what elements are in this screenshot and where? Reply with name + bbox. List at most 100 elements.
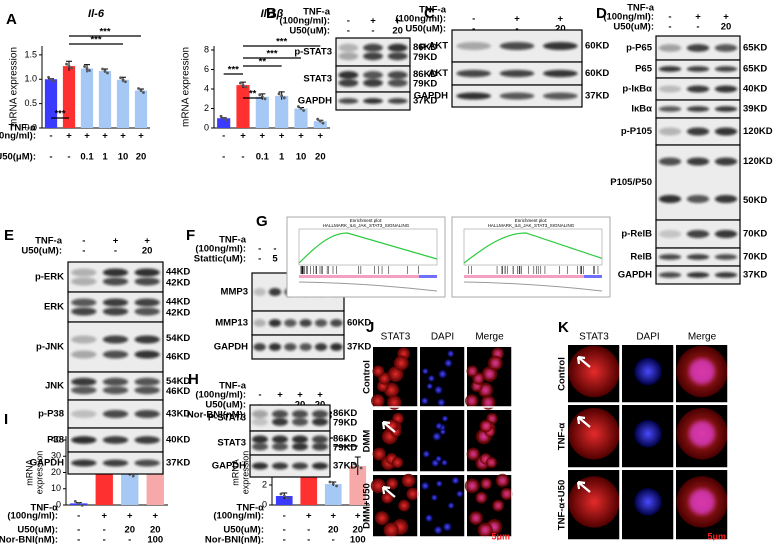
kd-label: 60KD xyxy=(347,318,371,329)
blot-band xyxy=(456,42,491,50)
label: DAPI xyxy=(431,332,454,343)
cell xyxy=(381,491,394,504)
y-tick-label: 0 xyxy=(262,499,267,509)
gsea-frame xyxy=(286,216,446,298)
label: 10 xyxy=(118,152,129,163)
blot-band xyxy=(387,52,408,61)
blot-row xyxy=(67,291,164,323)
blot-band xyxy=(102,410,129,418)
kd-label: 120KD xyxy=(743,156,773,167)
data-dot xyxy=(258,93,262,97)
cell xyxy=(372,365,385,378)
bar xyxy=(349,466,367,505)
label: 20 xyxy=(721,22,732,33)
label: - xyxy=(67,152,70,163)
data-dot xyxy=(282,96,286,100)
label: 100 xyxy=(147,535,163,544)
data-dot xyxy=(219,114,223,118)
blot-band xyxy=(272,417,288,426)
blot-band xyxy=(102,350,129,359)
label: U50(uM): xyxy=(17,525,58,536)
blot-band xyxy=(134,410,160,418)
nucleus xyxy=(441,459,448,466)
bar xyxy=(275,496,293,505)
kd-label: 65KD xyxy=(743,43,767,54)
nucleus xyxy=(469,368,476,375)
label: - xyxy=(222,152,225,163)
data-dot xyxy=(67,64,71,68)
nucleus xyxy=(468,397,476,405)
bar xyxy=(324,484,342,505)
label: + xyxy=(138,131,144,142)
rank-bar xyxy=(299,275,437,278)
data-dot xyxy=(238,81,242,85)
label: U50(uM): xyxy=(289,26,330,37)
nucleus xyxy=(485,370,494,379)
blot-band xyxy=(658,230,682,238)
label: - xyxy=(82,236,85,247)
nucleus xyxy=(437,398,446,407)
blot-band xyxy=(272,442,288,451)
y-tick-label: 4 xyxy=(204,83,209,93)
blot-band xyxy=(134,377,160,386)
panel-label: C xyxy=(424,5,435,22)
arrow xyxy=(381,485,396,498)
kd-label: 120KD xyxy=(743,126,773,137)
data-dot xyxy=(356,464,360,468)
cell xyxy=(374,511,389,526)
blot-band xyxy=(714,85,738,93)
y-tick-label: 2 xyxy=(262,479,267,489)
data-dot xyxy=(316,117,320,121)
blot-band xyxy=(330,343,343,351)
blot-band xyxy=(292,462,308,470)
label: + xyxy=(113,236,119,247)
cell xyxy=(383,522,399,538)
label: Nor-BNI(nM): xyxy=(205,535,264,544)
label: Merge xyxy=(688,332,717,343)
blot-band xyxy=(658,44,682,52)
blot-band xyxy=(456,92,491,100)
blot-band xyxy=(102,459,129,467)
label: (100ng/ml): xyxy=(395,14,446,25)
label: 0.1 xyxy=(256,152,270,163)
blot-band xyxy=(543,69,578,78)
blot-band xyxy=(134,277,160,286)
blot-row xyxy=(67,371,164,401)
enrichment-curve xyxy=(463,232,603,264)
blot-band xyxy=(338,52,359,61)
cell xyxy=(386,477,399,490)
nucleus xyxy=(422,368,429,375)
blot-band xyxy=(543,42,578,50)
gsea-plot xyxy=(298,228,438,266)
label: 10 xyxy=(296,152,307,163)
bar xyxy=(98,70,112,128)
blot-band xyxy=(714,127,738,136)
data-dot xyxy=(279,492,283,496)
label: + xyxy=(240,131,246,142)
label: TNF-a xyxy=(303,7,331,18)
data-dot xyxy=(131,474,135,478)
data-dot xyxy=(241,83,245,87)
kd-label: 46KD xyxy=(166,386,190,397)
kd-label: 79KD xyxy=(333,442,357,453)
data-dot xyxy=(88,69,91,72)
blot-row-label: GAPDH xyxy=(618,270,652,281)
panel-label: E xyxy=(4,227,14,244)
blot-band xyxy=(71,335,97,344)
blot-band xyxy=(292,410,308,419)
data-dot xyxy=(73,499,77,503)
blot-row-label: GAPDH xyxy=(212,461,246,472)
blot-band xyxy=(292,417,308,426)
label: DMM+U50 xyxy=(362,483,373,529)
label: - xyxy=(49,131,52,142)
label: - xyxy=(668,12,671,23)
blot-band xyxy=(387,43,408,52)
data-dot xyxy=(277,92,281,96)
label: 20 xyxy=(392,26,403,37)
blot-row xyxy=(249,454,331,478)
bar xyxy=(255,96,269,128)
label: U50(uM): xyxy=(21,246,62,257)
blot-band xyxy=(253,288,266,296)
blot-band xyxy=(272,462,288,470)
gsea-frame xyxy=(451,216,611,298)
